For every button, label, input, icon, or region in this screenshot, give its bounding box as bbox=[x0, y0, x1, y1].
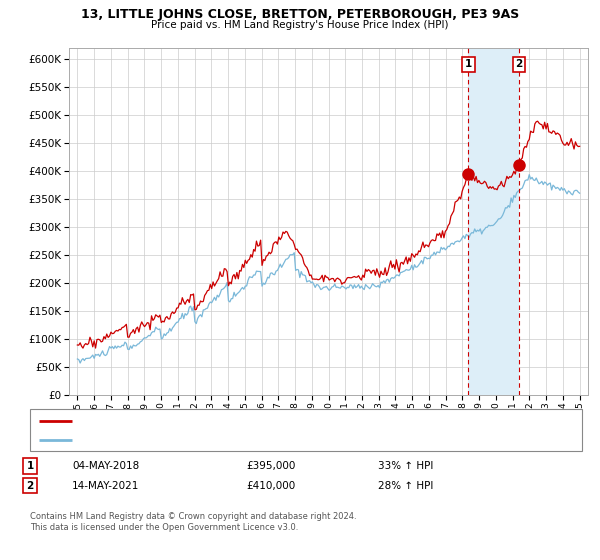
Text: 14-MAY-2021: 14-MAY-2021 bbox=[72, 480, 139, 491]
Text: Contains HM Land Registry data © Crown copyright and database right 2024.
This d: Contains HM Land Registry data © Crown c… bbox=[30, 512, 356, 532]
Text: 13, LITTLE JOHNS CLOSE, BRETTON, PETERBOROUGH, PE3 9AS: 13, LITTLE JOHNS CLOSE, BRETTON, PETERBO… bbox=[81, 8, 519, 21]
Text: HPI: Average price, detached house, City of Peterborough: HPI: Average price, detached house, City… bbox=[78, 436, 339, 445]
Bar bbox=[468, 48, 519, 395]
Text: 1: 1 bbox=[26, 461, 34, 471]
Text: 28% ↑ HPI: 28% ↑ HPI bbox=[378, 480, 433, 491]
Text: 33% ↑ HPI: 33% ↑ HPI bbox=[378, 461, 433, 471]
Text: £410,000: £410,000 bbox=[246, 480, 295, 491]
Text: 2: 2 bbox=[26, 480, 34, 491]
Text: £395,000: £395,000 bbox=[246, 461, 295, 471]
Text: 04-MAY-2018: 04-MAY-2018 bbox=[72, 461, 139, 471]
Text: 13, LITTLE JOHNS CLOSE, BRETTON, PETERBOROUGH, PE3 9AS (detached house): 13, LITTLE JOHNS CLOSE, BRETTON, PETERBO… bbox=[78, 416, 442, 425]
Text: 1: 1 bbox=[464, 59, 472, 69]
Text: 2: 2 bbox=[515, 59, 523, 69]
Text: Price paid vs. HM Land Registry's House Price Index (HPI): Price paid vs. HM Land Registry's House … bbox=[151, 20, 449, 30]
